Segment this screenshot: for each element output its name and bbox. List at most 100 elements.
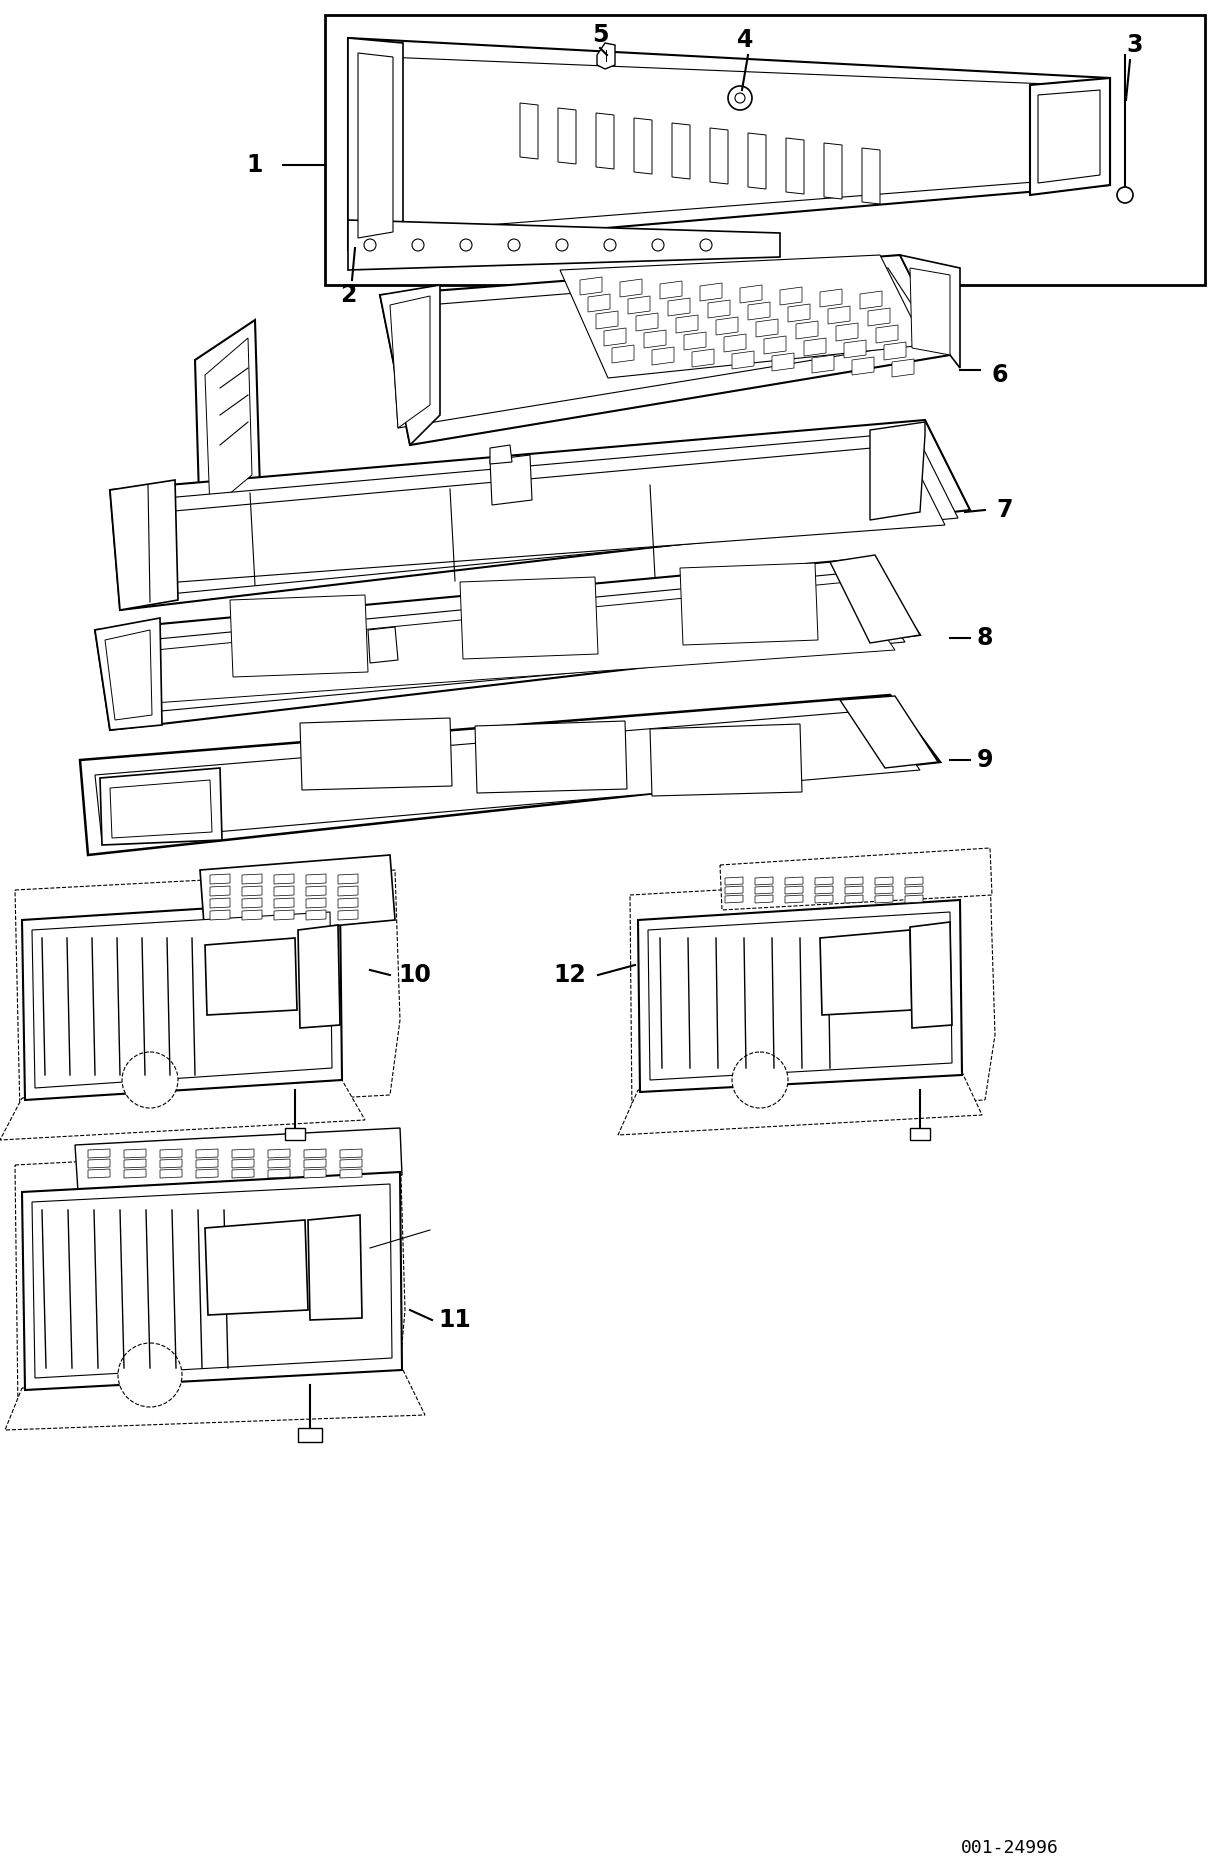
Polygon shape — [243, 874, 262, 884]
Polygon shape — [115, 582, 895, 705]
Polygon shape — [597, 113, 614, 169]
Polygon shape — [209, 910, 230, 919]
Polygon shape — [676, 315, 698, 334]
Polygon shape — [748, 133, 766, 189]
Polygon shape — [1038, 90, 1100, 184]
Polygon shape — [268, 1148, 290, 1157]
Polygon shape — [692, 349, 714, 368]
Polygon shape — [205, 938, 296, 1015]
Polygon shape — [684, 332, 706, 351]
Polygon shape — [5, 1368, 425, 1430]
Polygon shape — [243, 885, 262, 897]
Polygon shape — [205, 338, 252, 510]
Polygon shape — [22, 1172, 402, 1390]
Polygon shape — [348, 38, 1110, 250]
Text: 11: 11 — [439, 1308, 472, 1332]
Polygon shape — [875, 876, 893, 885]
Polygon shape — [15, 1144, 405, 1411]
Polygon shape — [519, 103, 538, 159]
Polygon shape — [588, 295, 610, 311]
Polygon shape — [461, 578, 598, 658]
Polygon shape — [820, 930, 911, 1015]
Polygon shape — [196, 1169, 218, 1178]
Polygon shape — [196, 1148, 218, 1157]
Polygon shape — [725, 895, 744, 902]
Polygon shape — [733, 351, 755, 370]
Circle shape — [461, 238, 472, 251]
Polygon shape — [620, 280, 642, 296]
Polygon shape — [110, 780, 212, 839]
Circle shape — [364, 238, 376, 251]
Polygon shape — [232, 1148, 254, 1157]
Polygon shape — [298, 1428, 322, 1443]
Polygon shape — [900, 255, 960, 368]
Polygon shape — [380, 285, 440, 445]
Polygon shape — [652, 347, 674, 366]
Polygon shape — [306, 874, 326, 884]
Circle shape — [699, 238, 712, 251]
Polygon shape — [1030, 79, 1110, 195]
Polygon shape — [673, 124, 690, 178]
Polygon shape — [230, 595, 368, 677]
Polygon shape — [796, 321, 818, 340]
Polygon shape — [22, 900, 342, 1099]
Polygon shape — [75, 1127, 402, 1191]
Polygon shape — [910, 921, 952, 1028]
Text: 7: 7 — [997, 497, 1013, 522]
Polygon shape — [630, 874, 995, 1114]
Circle shape — [118, 1343, 183, 1407]
Polygon shape — [160, 1148, 183, 1157]
Polygon shape — [96, 557, 920, 730]
Polygon shape — [390, 268, 935, 428]
Polygon shape — [390, 296, 430, 428]
Polygon shape — [160, 1159, 183, 1169]
Polygon shape — [597, 311, 617, 328]
Polygon shape — [209, 899, 230, 908]
Text: 2: 2 — [339, 283, 356, 308]
Polygon shape — [341, 1159, 363, 1169]
Polygon shape — [559, 109, 576, 163]
Polygon shape — [15, 870, 401, 1114]
Polygon shape — [124, 1159, 146, 1169]
Polygon shape — [604, 328, 626, 345]
Polygon shape — [831, 555, 920, 643]
Polygon shape — [306, 885, 326, 897]
Polygon shape — [785, 895, 804, 902]
Polygon shape — [338, 874, 358, 884]
Polygon shape — [845, 885, 862, 895]
Polygon shape — [650, 724, 802, 795]
Polygon shape — [635, 118, 652, 174]
Polygon shape — [715, 317, 737, 336]
Polygon shape — [804, 338, 826, 356]
Polygon shape — [853, 356, 873, 375]
Polygon shape — [304, 1159, 326, 1169]
Polygon shape — [875, 885, 893, 895]
Polygon shape — [755, 885, 773, 895]
Circle shape — [735, 94, 745, 103]
Polygon shape — [785, 876, 804, 885]
Polygon shape — [772, 353, 794, 371]
Polygon shape — [788, 304, 810, 323]
Polygon shape — [88, 1159, 110, 1169]
Polygon shape — [243, 899, 262, 908]
Polygon shape — [88, 1148, 110, 1157]
Polygon shape — [130, 445, 944, 585]
Polygon shape — [304, 1169, 326, 1178]
Polygon shape — [905, 876, 922, 885]
Polygon shape — [300, 719, 452, 790]
Polygon shape — [815, 895, 833, 902]
Polygon shape — [490, 456, 532, 505]
Polygon shape — [96, 617, 162, 730]
Polygon shape — [338, 899, 358, 908]
Polygon shape — [845, 876, 862, 885]
Polygon shape — [628, 296, 650, 313]
Circle shape — [652, 238, 664, 251]
Polygon shape — [268, 1169, 290, 1178]
Polygon shape — [100, 767, 222, 844]
Polygon shape — [835, 323, 857, 341]
Polygon shape — [910, 1127, 930, 1141]
Polygon shape — [845, 895, 862, 902]
Polygon shape — [755, 895, 773, 902]
Circle shape — [412, 238, 424, 251]
Polygon shape — [205, 1219, 307, 1315]
